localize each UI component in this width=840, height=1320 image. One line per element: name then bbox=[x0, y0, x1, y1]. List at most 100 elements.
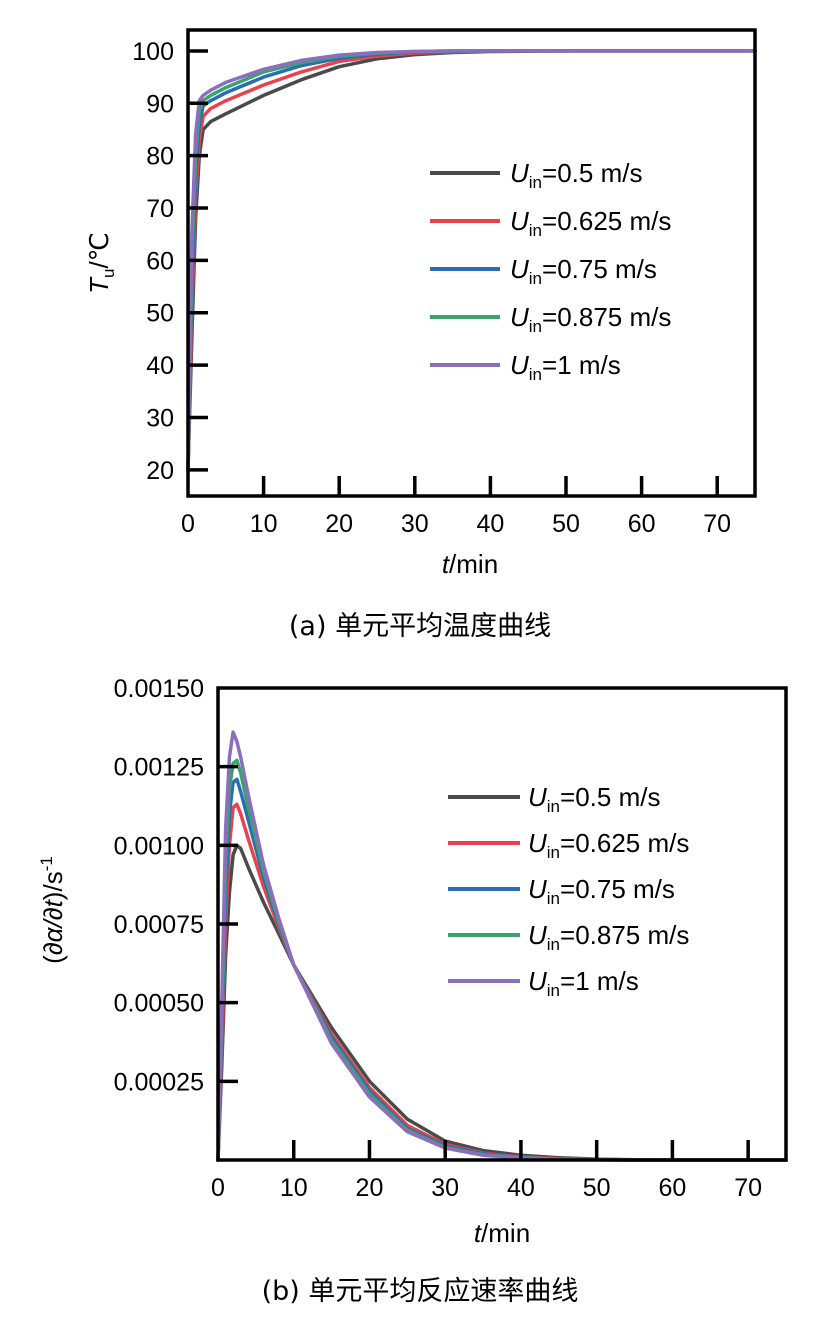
legend-label-rest: =0.75 m/s bbox=[542, 254, 657, 284]
legend-entry: Uin=0.75 m/s bbox=[510, 254, 657, 288]
legend-entry: Uin=0.875 m/s bbox=[510, 302, 671, 336]
legend-label-var: U bbox=[510, 350, 529, 380]
legend-label-sub: in bbox=[529, 269, 542, 288]
x-tick-label: 60 bbox=[628, 510, 656, 538]
x-tick-label: 70 bbox=[703, 510, 731, 538]
series-line-0 bbox=[186, 49, 757, 472]
y-tick-label: 0.00100 bbox=[114, 832, 204, 860]
series-line-2 bbox=[216, 777, 788, 1162]
y-axis-label-sub: u bbox=[99, 269, 118, 278]
x-tick-label: 60 bbox=[658, 1174, 686, 1202]
series-line-2 bbox=[186, 49, 757, 472]
y-tick-label: 50 bbox=[146, 300, 174, 328]
legend-label-var: U bbox=[510, 254, 529, 284]
figure-caption: (b) 单元平均反应速率曲线 bbox=[262, 1276, 579, 1307]
y-tick-label: 60 bbox=[146, 247, 174, 275]
legend-label-rest: =0.5 m/s bbox=[542, 158, 642, 188]
legend-label-rest: =1 m/s bbox=[560, 966, 639, 996]
x-tick-label: 40 bbox=[507, 1174, 535, 1202]
y-tick-label: 40 bbox=[146, 352, 174, 380]
x-axis-label-unit: /min bbox=[449, 549, 498, 579]
legend-entry: Uin=0.875 m/s bbox=[528, 920, 689, 954]
legend-label-sub: in bbox=[547, 981, 560, 1000]
y-tick-label: 0.00150 bbox=[114, 675, 204, 703]
y-tick-label: 70 bbox=[146, 195, 174, 223]
x-tick-label: 50 bbox=[552, 510, 580, 538]
y-tick-label: 30 bbox=[146, 404, 174, 432]
legend-label-var: U bbox=[528, 782, 547, 812]
legend-label-rest: =0.75 m/s bbox=[560, 874, 675, 904]
y-axis-label-unit: /℃ bbox=[84, 232, 114, 268]
x-tick-label: 50 bbox=[583, 1174, 611, 1202]
y-tick-label: 0.00050 bbox=[114, 990, 204, 1018]
legend-label-var: U bbox=[510, 302, 529, 332]
legend-label-rest: =0.5 m/s bbox=[560, 782, 660, 812]
y-tick-label: 0.00075 bbox=[114, 911, 204, 939]
legend-label-var: U bbox=[510, 206, 529, 236]
legend-label-rest: =0.625 m/s bbox=[560, 828, 689, 858]
y-tick-label: 20 bbox=[146, 457, 174, 485]
legend-label-sub: in bbox=[547, 797, 560, 816]
legend-label-rest: =0.875 m/s bbox=[560, 920, 689, 950]
legend-label-sub: in bbox=[529, 365, 542, 384]
x-axis-label-var: t bbox=[474, 1218, 483, 1248]
legend-label-sub: in bbox=[529, 317, 542, 336]
y-axis-label-var: T bbox=[84, 276, 114, 294]
y-tick-label: 0.00125 bbox=[114, 754, 204, 782]
x-tick-label: 0 bbox=[181, 510, 195, 538]
series-line-0 bbox=[216, 843, 788, 1162]
figure-caption: (a) 单元平均温度曲线 bbox=[289, 611, 551, 642]
legend-label-rest: =1 m/s bbox=[542, 350, 621, 380]
legend-entry: Uin=1 m/s bbox=[510, 350, 621, 384]
legend-entry: Uin=0.75 m/s bbox=[528, 874, 675, 908]
x-tick-label: 30 bbox=[431, 1174, 459, 1202]
plot-frame bbox=[216, 686, 788, 1162]
y-axis-label-close: )/s bbox=[38, 871, 68, 900]
series-line-3 bbox=[186, 49, 757, 472]
legend-entry: Uin=1 m/s bbox=[528, 966, 639, 1000]
x-tick-label: 0 bbox=[211, 1174, 225, 1202]
x-tick-label: 10 bbox=[250, 510, 278, 538]
plot-frame bbox=[186, 28, 757, 498]
x-tick-label: 30 bbox=[401, 510, 429, 538]
y-axis-label-open: ( bbox=[38, 955, 68, 964]
legend-label-sub: in bbox=[547, 935, 560, 954]
legend-label-rest: =0.875 m/s bbox=[542, 302, 671, 332]
y-tick-label: 80 bbox=[146, 143, 174, 171]
legend-entry: Uin=0.625 m/s bbox=[510, 206, 671, 240]
chart-panel-b: 0 10 20 30 40 50 60 70 0.00025 0.00050 0.00075 0.00… bbox=[37, 675, 788, 1307]
y-tick-label: 100 bbox=[132, 38, 174, 66]
y-axis-label: (∂α/∂t)/s-1 bbox=[37, 856, 68, 964]
series-line-3 bbox=[216, 758, 788, 1162]
x-axis-label-var: t bbox=[442, 549, 451, 579]
y-axis-label-sup: -1 bbox=[37, 856, 56, 871]
legend-entry: Uin=0.5 m/s bbox=[510, 158, 642, 192]
legend-label-sub: in bbox=[529, 173, 542, 192]
legend-label-var: U bbox=[528, 874, 547, 904]
chart-panel-a: 0 10 20 30 40 50 60 70 20 30 40 50 60 70 80 90 100 t/min T… bbox=[84, 28, 757, 642]
legend-entry: Uin=0.625 m/s bbox=[528, 828, 689, 862]
x-tick-label: 20 bbox=[325, 510, 353, 538]
legend-label-var: U bbox=[528, 966, 547, 996]
series-line-4 bbox=[186, 49, 757, 472]
x-axis-label: t/min bbox=[442, 549, 498, 579]
legend-label-sub: in bbox=[547, 889, 560, 908]
x-tick-label: 10 bbox=[280, 1174, 308, 1202]
legend-label-rest: =0.625 m/s bbox=[542, 206, 671, 236]
x-tick-label: 70 bbox=[734, 1174, 762, 1202]
x-axis-label: t/min bbox=[474, 1218, 530, 1248]
legend-entry: Uin=0.5 m/s bbox=[528, 782, 660, 816]
legend-label-var: U bbox=[528, 828, 547, 858]
y-tick-label: 0.00025 bbox=[114, 1068, 204, 1096]
legend-label-var: U bbox=[510, 158, 529, 188]
legend-label-sub: in bbox=[547, 843, 560, 862]
legend-label-var: U bbox=[528, 920, 547, 950]
y-axis-label: Tu/℃ bbox=[84, 232, 118, 294]
series-line-1 bbox=[186, 49, 757, 472]
x-axis-label-unit: /min bbox=[481, 1218, 530, 1248]
y-axis-label-var: ∂α/∂t bbox=[38, 898, 68, 955]
x-tick-label: 40 bbox=[476, 510, 504, 538]
x-tick-label: 20 bbox=[356, 1174, 384, 1202]
y-tick-label: 90 bbox=[146, 90, 174, 118]
